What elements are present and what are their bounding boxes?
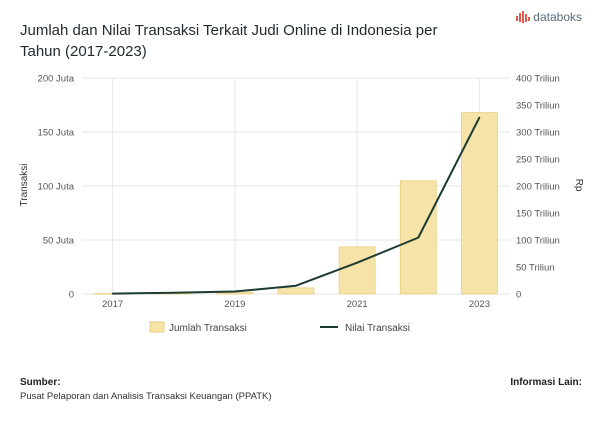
x-tick-label-2019: 2019 xyxy=(224,299,245,310)
source-label: Sumber: xyxy=(20,377,61,388)
y2-tick-label: 100 Triliun xyxy=(516,236,560,247)
y2-tick-label: 50 Triliun xyxy=(516,263,555,274)
legend-swatch-bar xyxy=(149,321,165,333)
line-point-2020 xyxy=(295,284,297,287)
databoks-logo-icon xyxy=(516,11,531,23)
x-tick-label-2017: 2017 xyxy=(102,299,123,310)
y-axis-left-ticks: 0 50 Juta 100 Juta 150 Juta 200 Juta xyxy=(38,74,75,301)
info-label[interactable]: Informasi Lain: xyxy=(510,377,582,388)
bar-2022 xyxy=(399,180,437,295)
legend-label-line: Nilai Transaksi xyxy=(345,323,410,334)
y2-tick-label: 300 Triliun xyxy=(516,128,560,139)
y-axis-right-ticks: 0 50 Triliun 100 Triliun 150 Triliun 200 Tri… xyxy=(516,74,560,301)
y2-tick-label: 400 Triliun xyxy=(516,74,560,85)
y2-tick-label: 150 Triliun xyxy=(516,209,560,220)
y2-tick-label: 0 xyxy=(516,290,521,301)
legend: Jumlah Transaksi Nilai Transaksi xyxy=(149,321,410,334)
bar-2020 xyxy=(277,287,315,295)
y-tick-label: 200 Juta xyxy=(38,74,75,85)
x-tick-label-2021: 2021 xyxy=(347,299,368,310)
legend-label-bar: Jumlah Transaksi xyxy=(169,323,247,334)
y2-tick-label: 250 Triliun xyxy=(516,155,560,166)
y-tick-label: 50 Juta xyxy=(43,236,75,247)
grid-lines xyxy=(82,77,510,295)
bars-jumlah-transaksi xyxy=(94,112,498,295)
brand-name: databoks xyxy=(533,10,582,24)
line-point-2023 xyxy=(478,116,481,119)
y-tick-label: 100 Juta xyxy=(38,182,75,193)
x-axis-ticks: 2017 2019 2021 2023 xyxy=(102,299,490,310)
y2-tick-label: 200 Triliun xyxy=(516,182,560,193)
line-point-2018 xyxy=(172,291,175,294)
y-tick-label: 0 xyxy=(69,290,74,301)
line-point-2017 xyxy=(111,292,114,295)
line-point-2022 xyxy=(417,236,420,239)
y2-axis-label: Rp xyxy=(573,179,584,192)
y-axis-label: Transaksi xyxy=(19,164,30,207)
y-tick-label: 150 Juta xyxy=(38,128,75,139)
bar-2021 xyxy=(338,246,376,295)
chart-title: Jumlah dan Nilai Transaksi Terkait Judi … xyxy=(20,22,438,60)
bar-2023 xyxy=(461,112,498,295)
line-point-2021 xyxy=(356,261,358,264)
line-nilai-transaksi xyxy=(111,116,481,295)
source-text: Pusat Pelaporan dan Analisis Transaksi K… xyxy=(20,391,272,402)
line-point-2019 xyxy=(234,290,236,293)
brand-logo[interactable]: databoks xyxy=(516,10,582,24)
x-tick-label-2023: 2023 xyxy=(469,299,490,310)
y2-tick-label: 350 Triliun xyxy=(516,101,560,112)
